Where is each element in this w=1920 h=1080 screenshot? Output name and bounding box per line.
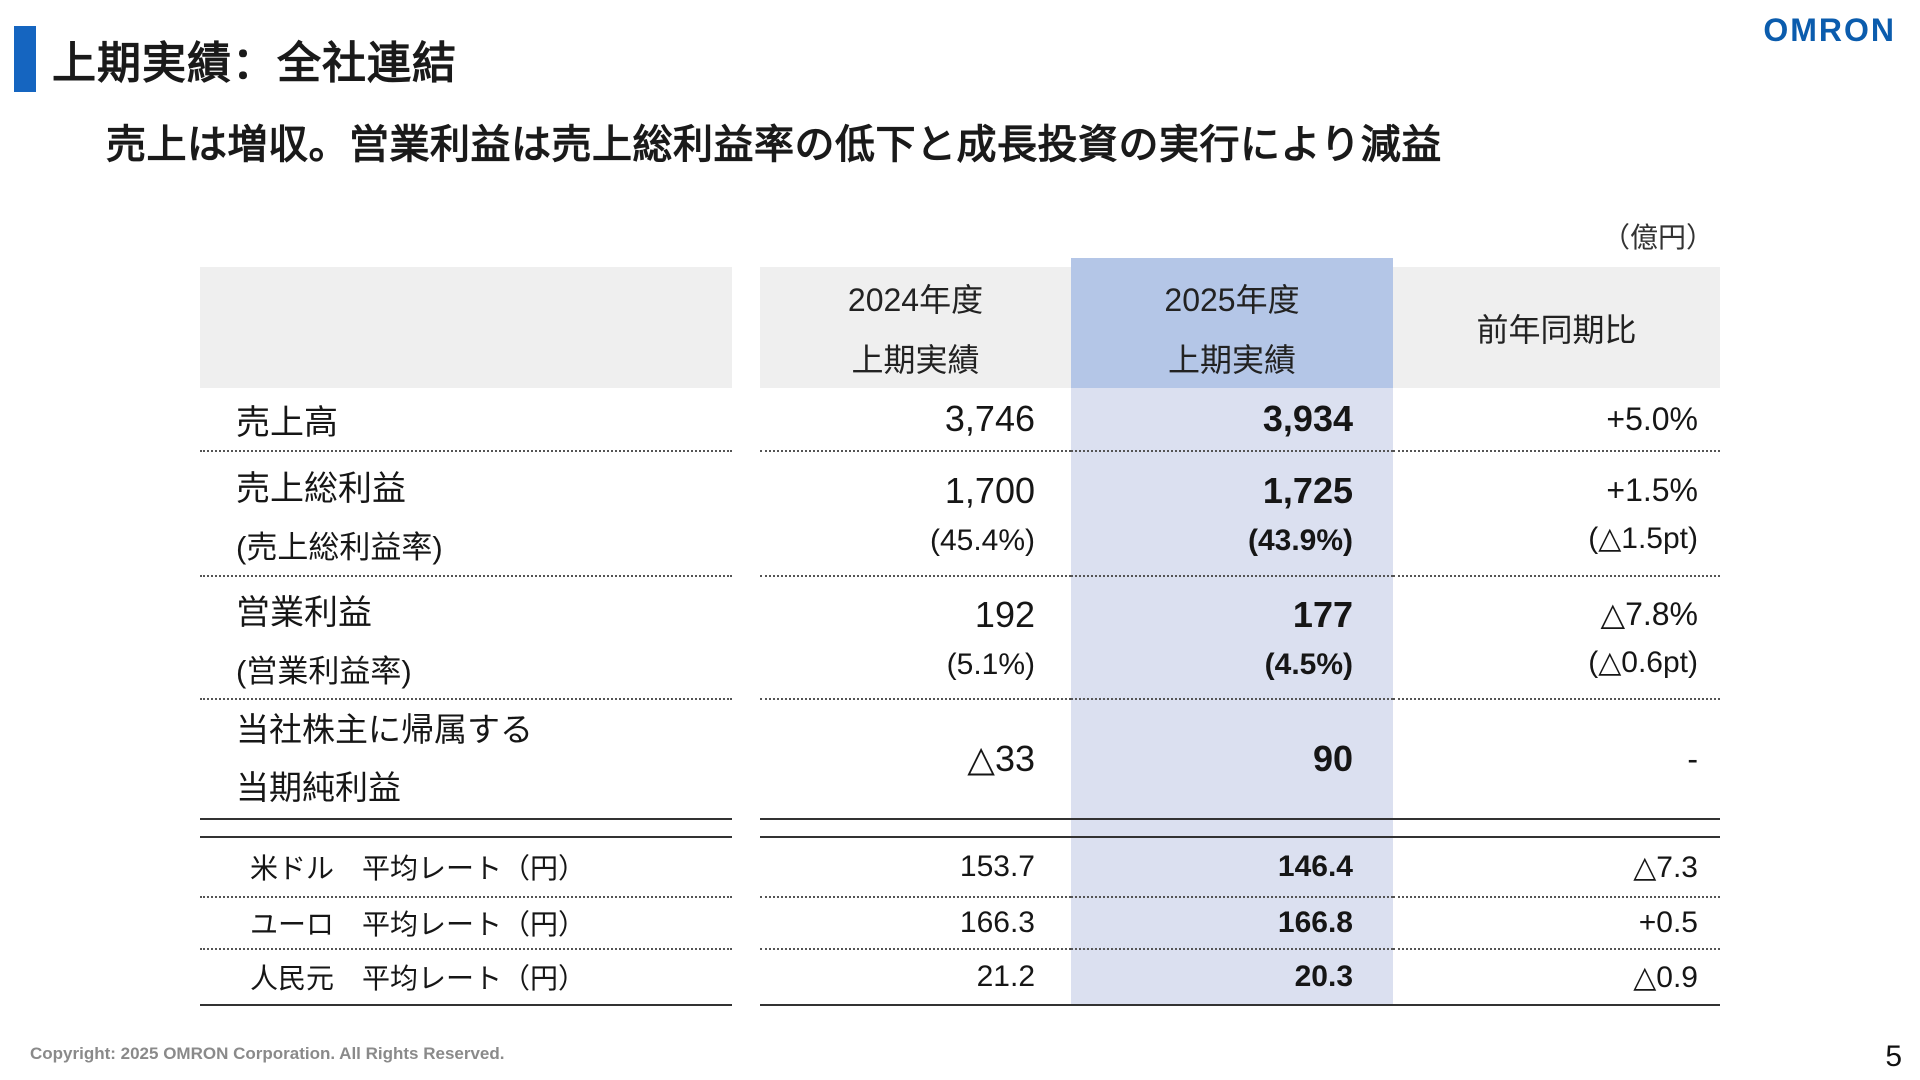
unit-label: （億円） bbox=[1601, 222, 1714, 253]
row-operating-income-label: 営業利益 (営業利益率) bbox=[200, 577, 732, 700]
row-net-income-label: 当社株主に帰属する 当期純利益 bbox=[200, 700, 732, 820]
page-number: 5 bbox=[1885, 1040, 1902, 1073]
row-eur-rate-yoy: +0.5 bbox=[1393, 898, 1720, 950]
header-col-2025-line1: 2025年度 bbox=[1164, 281, 1300, 318]
row-cny-rate-2024: 21.2 bbox=[760, 950, 1071, 1006]
row-gross-profit-2025: 1,725 (43.9%) bbox=[1071, 452, 1393, 577]
row-sales-yoy: +5.0% bbox=[1393, 388, 1720, 452]
row-net-income-2025: 90 bbox=[1071, 700, 1393, 820]
row-cny-rate-2025: 20.3 bbox=[1071, 950, 1393, 1006]
row-eur-rate-2025: 166.8 bbox=[1071, 898, 1393, 950]
row-eur-rate-label: ユーロ 平均レート（円） bbox=[200, 898, 732, 950]
page-title: 上期実績：全社連結 bbox=[52, 39, 457, 88]
row-usd-rate-yoy: △7.3 bbox=[1393, 838, 1720, 898]
row-usd-rate-2024: 153.7 bbox=[760, 838, 1071, 898]
row-net-income-yoy: - bbox=[1393, 700, 1720, 820]
header-col-2025-line2: 上期実績 bbox=[1167, 341, 1296, 378]
omron-logo: OMRON bbox=[1763, 12, 1896, 48]
row-gross-profit-2024: 1,700 (45.4%) bbox=[760, 452, 1071, 577]
results-table: 2024年度 上期実績 2025年度 上期実績 前年同期比 売上高 3,746 … bbox=[200, 258, 1720, 1006]
row-cny-rate-yoy: △0.9 bbox=[1393, 950, 1720, 1006]
row-net-income-2024: △33 bbox=[760, 700, 1071, 820]
row-gross-profit-label: 売上総利益 (売上総利益率) bbox=[200, 452, 732, 577]
title-block: 上期実績：全社連結 bbox=[14, 26, 457, 92]
copyright-text: Copyright: 2025 OMRON Corporation. All R… bbox=[30, 1044, 505, 1063]
header-col-yoy: 前年同期比 bbox=[1393, 267, 1720, 388]
row-operating-income-yoy: △7.8% (△0.6pt) bbox=[1393, 577, 1720, 700]
row-eur-rate-2024: 166.3 bbox=[760, 898, 1071, 950]
row-operating-income-2024: 192 (5.1%) bbox=[760, 577, 1071, 700]
row-usd-rate-2025: 146.4 bbox=[1071, 838, 1393, 898]
row-usd-rate-label: 米ドル 平均レート（円） bbox=[200, 838, 732, 898]
header-empty-cell bbox=[200, 267, 732, 388]
slide-subtitle: 売上は増収。営業利益は売上総利益率の低下と成長投資の実行により減益 bbox=[106, 123, 1442, 167]
title-accent-bar bbox=[14, 26, 36, 92]
section-divider bbox=[200, 820, 732, 838]
row-operating-income-2025: 177 (4.5%) bbox=[1071, 577, 1393, 700]
header-col-2024-line1: 2024年度 bbox=[847, 281, 984, 318]
header-col-2025: 2025年度 上期実績 bbox=[1071, 258, 1393, 388]
row-sales-label: 売上高 bbox=[200, 388, 732, 452]
row-cny-rate-label: 人民元 平均レート（円） bbox=[200, 950, 732, 1006]
header-col-2024-line2: 上期実績 bbox=[851, 341, 980, 378]
header-col-2024: 2024年度 上期実績 bbox=[760, 267, 1071, 388]
row-sales-2025: 3,934 bbox=[1071, 388, 1393, 452]
row-gross-profit-yoy: +1.5% (△1.5pt) bbox=[1393, 452, 1720, 577]
row-sales-2024: 3,746 bbox=[760, 388, 1071, 452]
